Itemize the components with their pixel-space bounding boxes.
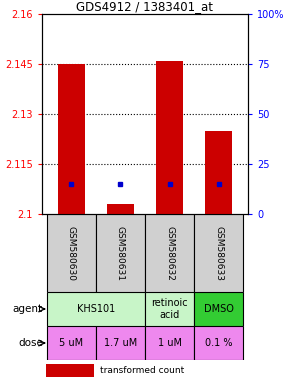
Text: 1 uM: 1 uM — [157, 338, 182, 348]
Text: KHS101: KHS101 — [77, 304, 115, 314]
Text: GSM580630: GSM580630 — [67, 225, 76, 280]
Bar — [47, 214, 96, 292]
Text: retinoic
acid: retinoic acid — [151, 298, 188, 320]
Bar — [96, 326, 145, 360]
Bar — [156, 61, 183, 214]
Bar — [107, 204, 134, 214]
Text: GSM580631: GSM580631 — [116, 225, 125, 280]
Bar — [205, 131, 232, 214]
Bar — [145, 214, 194, 292]
Text: DMSO: DMSO — [204, 304, 233, 314]
Bar — [47, 326, 96, 360]
Bar — [47, 292, 145, 326]
Text: GSM580632: GSM580632 — [165, 225, 174, 280]
Bar — [194, 326, 243, 360]
Text: GSM580633: GSM580633 — [214, 225, 223, 280]
Title: GDS4912 / 1383401_at: GDS4912 / 1383401_at — [77, 0, 213, 13]
Bar — [46, 364, 94, 377]
Bar — [194, 292, 243, 326]
Bar — [58, 64, 85, 214]
Text: dose: dose — [18, 338, 43, 348]
Bar — [145, 326, 194, 360]
Text: agent: agent — [13, 304, 43, 314]
Text: 1.7 uM: 1.7 uM — [104, 338, 137, 348]
Bar — [145, 292, 194, 326]
Text: transformed count: transformed count — [100, 366, 184, 375]
Bar — [194, 214, 243, 292]
Text: 0.1 %: 0.1 % — [205, 338, 232, 348]
Text: 5 uM: 5 uM — [59, 338, 84, 348]
Bar — [96, 214, 145, 292]
